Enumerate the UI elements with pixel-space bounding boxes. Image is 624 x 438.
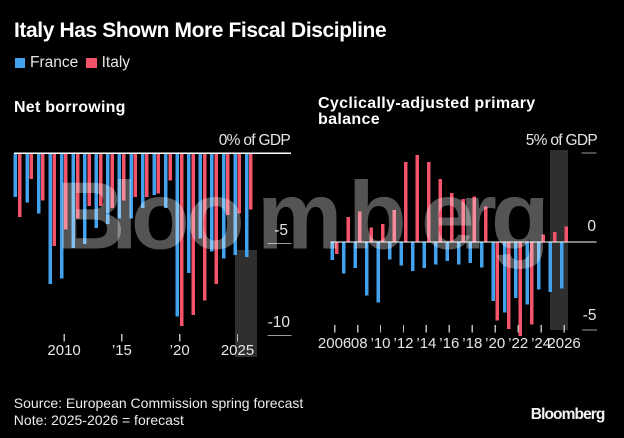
svg-text:b: b [348,163,407,270]
svg-text:r: r [460,163,497,270]
svg-text:g: g [491,163,550,270]
svg-text:m: m [257,163,342,270]
svg-text:e: e [421,163,474,270]
svg-text:l: l [111,163,138,270]
svg-text:o: o [186,163,245,270]
svg-text:o: o [131,163,190,270]
svg-text:B: B [56,163,125,270]
